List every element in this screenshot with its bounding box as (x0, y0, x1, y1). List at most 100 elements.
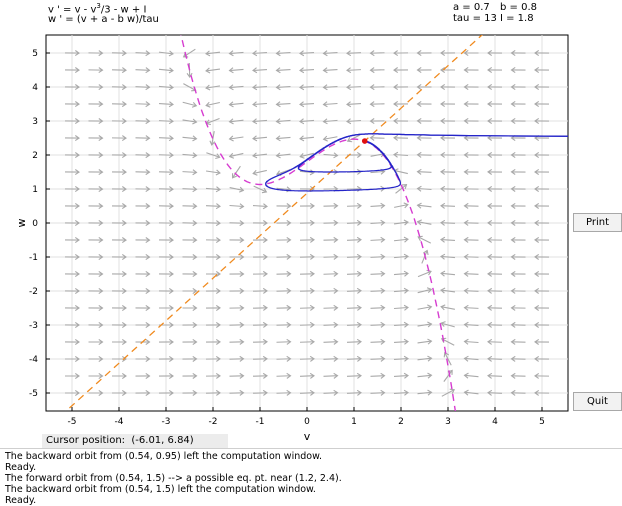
field-arrow (346, 236, 362, 243)
field-arrow (229, 389, 245, 396)
field-arrow (299, 50, 315, 57)
field-arrow (111, 50, 127, 57)
phase-plane-plot[interactable]: -5 -4 -3 -2 -1 0 1 2 3 4 5 5 4 3 2 1 0 -1 -2 -3 -4 -5 v w (0, 0, 622, 448)
field-arrow (158, 203, 174, 210)
field-arrow (228, 50, 244, 57)
field-arrow (135, 50, 151, 57)
field-arrow (182, 372, 198, 379)
field-arrow (205, 287, 221, 294)
field-arrow (510, 219, 526, 226)
field-arrow (232, 165, 241, 179)
field-arrow (111, 152, 127, 159)
param-b: b = 0.8 (500, 2, 537, 13)
field-arrow (369, 50, 385, 57)
field-arrow (323, 202, 339, 209)
field-arrow (158, 135, 174, 142)
field-arrow (393, 50, 409, 57)
equation-v-suffix: /3 - w + I (100, 4, 147, 16)
field-arrow (463, 83, 479, 90)
field-arrow (322, 118, 338, 125)
field-arrow (510, 304, 526, 311)
field-arrow (111, 84, 127, 91)
field-arrow (463, 185, 479, 192)
field-arrow (252, 338, 268, 345)
field-arrow (276, 304, 292, 311)
field-arrow (158, 169, 174, 176)
field-arrow (370, 321, 386, 328)
field-arrow (299, 169, 315, 176)
field-arrow (322, 84, 338, 91)
field-arrow (510, 202, 526, 209)
v-nullcline (180, 35, 457, 411)
field-arrow (369, 118, 385, 125)
field-arrow (322, 135, 338, 142)
field-arrow (135, 152, 151, 159)
field-arrow (158, 237, 174, 244)
field-arrow (88, 186, 104, 193)
field-arrow (64, 288, 80, 295)
field-arrow (534, 219, 550, 226)
field-arrow (229, 321, 245, 328)
field-arrow (88, 84, 104, 91)
field-arrow (182, 389, 198, 396)
field-arrow (158, 271, 174, 278)
field-arrow (182, 338, 198, 345)
field-arrow (182, 321, 198, 328)
field-arrow (346, 338, 362, 345)
field-arrow (276, 186, 292, 193)
field-arrow (275, 135, 291, 142)
field-arrow (487, 117, 503, 124)
field-arrow (463, 168, 479, 175)
field-arrow (299, 135, 315, 142)
message-log[interactable]: The backward orbit from (0.54, 0.95) lef… (0, 448, 622, 506)
y-axis-label: w (15, 219, 28, 228)
field-arrow (88, 254, 104, 261)
field-arrow (510, 338, 526, 345)
field-arrow (534, 236, 550, 243)
field-arrow (182, 355, 198, 362)
field-arrow (487, 168, 503, 175)
field-arrow (111, 169, 127, 176)
field-arrow (463, 66, 479, 73)
print-button[interactable]: Print (573, 213, 622, 232)
field-arrow (463, 304, 479, 311)
field-arrow (64, 118, 80, 125)
cursor-position-label: Cursor position: (46, 435, 126, 446)
field-arrow (393, 84, 409, 91)
y-tick-label: -4 (29, 355, 38, 365)
field-arrow (88, 118, 104, 125)
field-arrow (395, 184, 408, 194)
forward-orbit (332, 140, 392, 173)
field-arrow (252, 372, 268, 379)
field-arrow (416, 50, 432, 57)
field-arrow (510, 236, 526, 243)
field-arrow (158, 254, 174, 261)
field-arrow (346, 321, 362, 328)
field-arrow (510, 287, 526, 294)
field-arrow (88, 152, 104, 159)
field-arrow (252, 152, 268, 159)
field-arrow (393, 338, 409, 345)
field-arrow (346, 372, 362, 379)
field-arrow (135, 135, 151, 142)
field-arrow (393, 117, 409, 124)
field-arrow (228, 84, 244, 91)
field-arrow (510, 168, 526, 175)
field-arrow (252, 270, 268, 277)
field-arrow (275, 118, 291, 125)
field-arrow (135, 169, 151, 176)
field-arrow (182, 220, 198, 227)
log-line: The backward orbit from (0.54, 0.95) lef… (5, 451, 322, 462)
field-arrow (111, 271, 127, 278)
field-arrow (416, 117, 432, 124)
field-arrow (393, 372, 409, 379)
field-arrow (182, 186, 198, 193)
field-arrow (534, 389, 550, 396)
field-arrow (111, 288, 127, 295)
quit-button[interactable]: Quit (573, 392, 622, 411)
field-arrow (158, 220, 174, 227)
x-tick-label: -1 (256, 417, 265, 427)
field-arrow (205, 271, 221, 277)
field-arrow (64, 356, 80, 363)
field-arrow (182, 101, 198, 108)
